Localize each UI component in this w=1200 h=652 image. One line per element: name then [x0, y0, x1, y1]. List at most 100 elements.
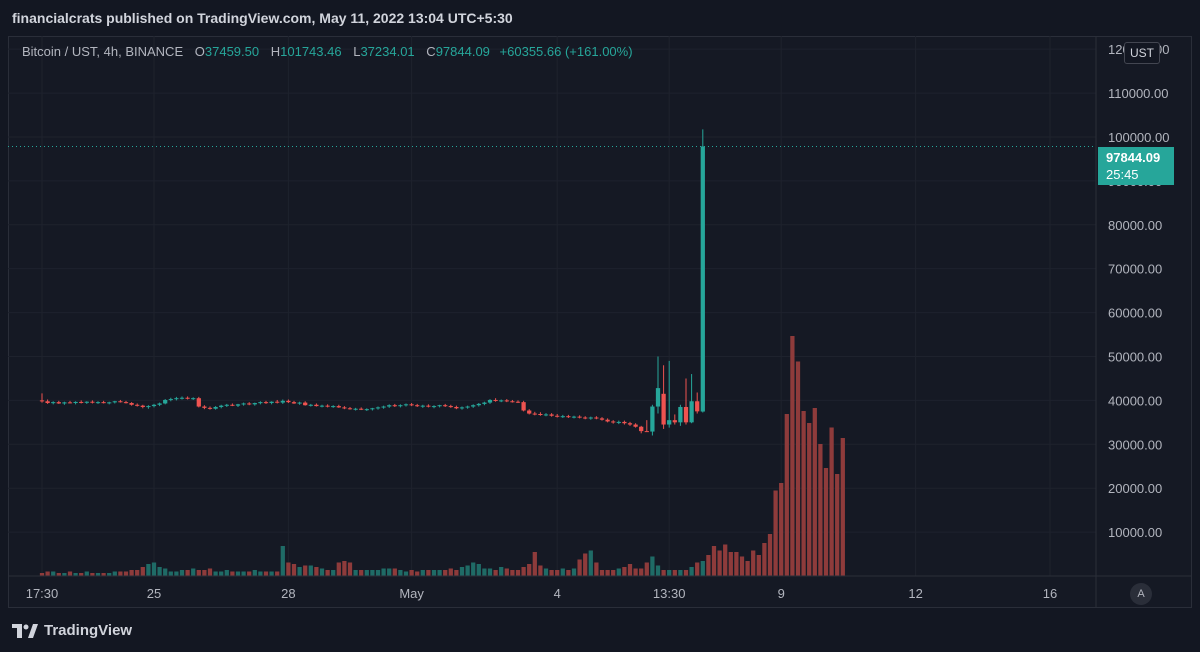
volume-bar	[56, 573, 61, 576]
volume-bar	[807, 423, 812, 576]
candle-body	[331, 406, 336, 408]
volume-bar	[101, 573, 106, 576]
time-tick-label: 28	[281, 586, 295, 601]
volume-bar	[594, 562, 599, 576]
currency-unit-button[interactable]: UST	[1124, 42, 1160, 64]
volume-bar	[163, 568, 168, 576]
volume-bar	[566, 570, 571, 576]
volume-bar	[263, 571, 269, 576]
volume-bar	[381, 568, 386, 576]
price-tick-label: 60000.00	[1108, 306, 1162, 321]
volume-bar	[191, 568, 196, 576]
candle-body	[163, 399, 168, 404]
volume-bar	[129, 570, 134, 576]
tradingview-logo-icon	[12, 623, 38, 638]
volume-bar	[795, 361, 801, 576]
candle-body	[168, 399, 173, 401]
header-bar: financialcrats published on TradingView.…	[0, 0, 1200, 36]
volume-bar	[67, 571, 73, 576]
candle-body	[101, 402, 106, 404]
candle-body	[583, 417, 588, 419]
volume-bar	[527, 564, 532, 576]
candle-body	[543, 414, 549, 416]
candle-body	[107, 402, 112, 404]
last-price-value: 97844.09	[1106, 150, 1161, 165]
volume-bar	[336, 562, 341, 576]
candle-body	[364, 409, 369, 411]
candle-body	[157, 403, 162, 405]
volume-bar	[185, 570, 190, 576]
candle-body	[555, 415, 560, 417]
volume-bar	[291, 564, 297, 576]
volume-bar	[711, 546, 717, 576]
candle-body	[571, 416, 577, 418]
candle-body	[622, 421, 627, 424]
candle-body	[45, 401, 50, 404]
volume-bar	[515, 570, 521, 576]
volume-bar	[269, 571, 274, 576]
volume-bar	[213, 571, 218, 576]
high-label: H	[270, 44, 281, 59]
candle-body	[532, 413, 537, 415]
tradingview-logo[interactable]: TradingView	[12, 622, 132, 639]
auto-scale-button[interactable]: A	[1130, 583, 1152, 605]
candle-body	[515, 401, 521, 403]
candle-body	[95, 402, 101, 404]
candle-body	[84, 401, 89, 403]
price-tick-label: 20000.00	[1108, 481, 1162, 496]
time-tick-label: 16	[1043, 586, 1057, 601]
candle-body	[599, 418, 605, 420]
candle-body	[118, 401, 123, 403]
volume-bar	[79, 573, 84, 576]
change-value: +60355.66 (+161.00%)	[499, 44, 633, 59]
candle-body	[415, 405, 420, 407]
volume-bar	[135, 570, 140, 576]
volume-bar	[107, 573, 112, 576]
candle-body	[129, 403, 134, 405]
volume-bar	[678, 570, 683, 576]
volume-bar	[812, 408, 817, 576]
candle-body	[661, 393, 666, 425]
volume-bar	[247, 571, 252, 576]
volume-bar	[829, 427, 834, 576]
time-tick-label: 25	[147, 586, 161, 601]
candle-body	[179, 397, 185, 399]
volume-bar	[415, 571, 420, 576]
candle-body	[549, 414, 554, 416]
candle-body	[375, 407, 381, 409]
time-tick-label: 17:30	[26, 586, 59, 601]
candle-body	[314, 404, 319, 407]
volume-bar	[95, 573, 101, 576]
candle-body	[403, 404, 409, 406]
volume-bar	[443, 570, 448, 576]
price-chart[interactable]: 10000.00 20000.00 30000.00 40000.00 50000.00…	[0, 0, 1200, 612]
volume-bar	[672, 570, 677, 576]
candle-body	[471, 405, 476, 407]
chart-pane[interactable]	[8, 36, 1192, 608]
candle-body	[627, 423, 633, 425]
candle-body	[73, 401, 78, 404]
candle-body	[448, 406, 453, 408]
price-tick-label: 40000.00	[1108, 393, 1162, 408]
volume-bar	[90, 573, 95, 576]
symbol-label[interactable]: Bitcoin / UST, 4h, BINANCE	[22, 44, 184, 59]
candle-body	[303, 402, 308, 406]
candle-body	[235, 404, 241, 406]
candle-body	[420, 405, 425, 407]
volume-bar	[779, 483, 784, 576]
volume-bar	[745, 561, 750, 576]
volume-bar	[39, 573, 45, 576]
volume-bar	[767, 534, 773, 576]
candle-body	[426, 405, 431, 407]
volume-bar	[790, 336, 795, 576]
candle-body	[392, 405, 397, 407]
volume-bar	[157, 567, 162, 576]
candle-body	[510, 401, 515, 403]
volume-bar	[219, 571, 224, 576]
candles	[39, 129, 705, 436]
volume-bar	[297, 567, 302, 576]
candle-body	[566, 416, 571, 418]
candle-body	[56, 402, 61, 404]
open-label: O	[194, 44, 205, 59]
candle-body	[247, 403, 252, 405]
